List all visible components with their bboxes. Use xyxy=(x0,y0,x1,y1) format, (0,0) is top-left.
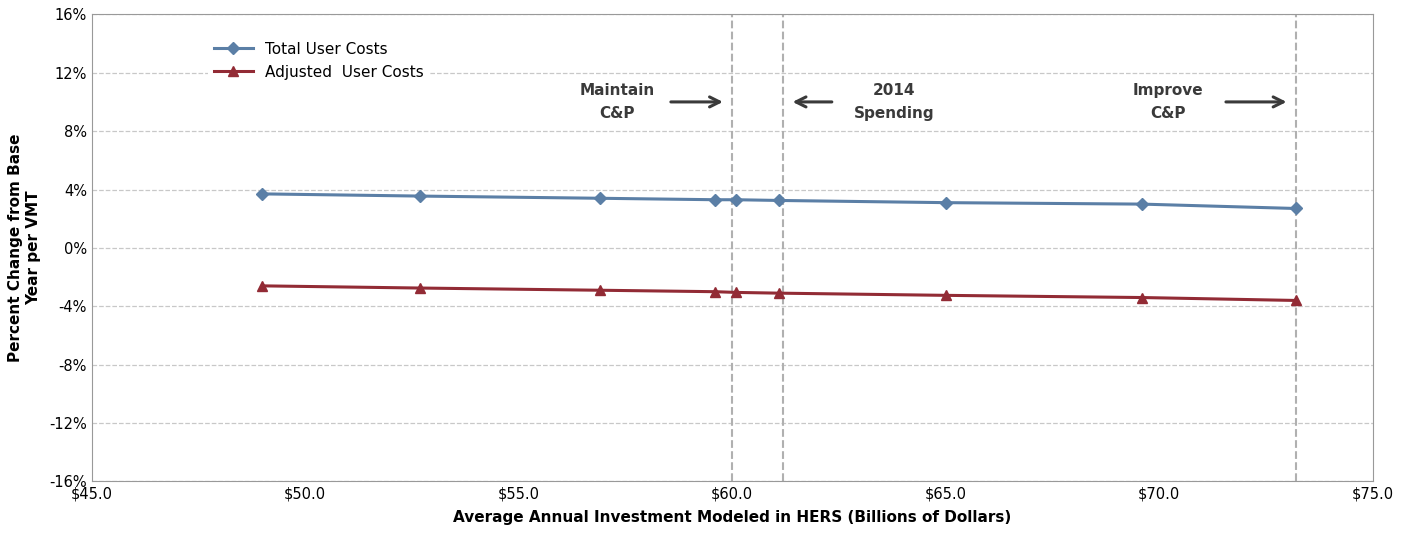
Adjusted  User Costs xyxy=(937,292,953,298)
Text: Improve: Improve xyxy=(1133,83,1203,98)
Text: Maintain: Maintain xyxy=(579,83,655,98)
Text: C&P: C&P xyxy=(599,106,635,122)
Total User Costs xyxy=(412,193,429,199)
Total User Costs xyxy=(937,199,953,206)
Adjusted  User Costs xyxy=(707,288,723,295)
Adjusted  User Costs xyxy=(412,285,429,291)
Text: 2014: 2014 xyxy=(873,83,916,98)
Legend: Total User Costs, Adjusted  User Costs: Total User Costs, Adjusted User Costs xyxy=(207,36,429,86)
Total User Costs xyxy=(1134,201,1151,207)
Total User Costs xyxy=(592,195,608,201)
Y-axis label: Percent Change from Base
Year per VMT: Percent Change from Base Year per VMT xyxy=(8,134,41,362)
Total User Costs xyxy=(707,197,723,203)
Total User Costs xyxy=(728,197,744,203)
Total User Costs xyxy=(771,197,788,204)
X-axis label: Average Annual Investment Modeled in HERS (Billions of Dollars): Average Annual Investment Modeled in HER… xyxy=(453,510,1011,524)
Text: Spending: Spending xyxy=(854,106,935,122)
Line: Total User Costs: Total User Costs xyxy=(258,190,1300,213)
Line: Adjusted  User Costs: Adjusted User Costs xyxy=(258,281,1301,305)
Adjusted  User Costs xyxy=(728,289,744,296)
Adjusted  User Costs xyxy=(1134,294,1151,301)
Total User Costs xyxy=(1287,205,1304,212)
Adjusted  User Costs xyxy=(771,290,788,296)
Text: C&P: C&P xyxy=(1150,106,1186,122)
Adjusted  User Costs xyxy=(1287,297,1304,304)
Total User Costs xyxy=(254,191,271,197)
Adjusted  User Costs xyxy=(592,287,608,294)
Adjusted  User Costs xyxy=(254,282,271,289)
